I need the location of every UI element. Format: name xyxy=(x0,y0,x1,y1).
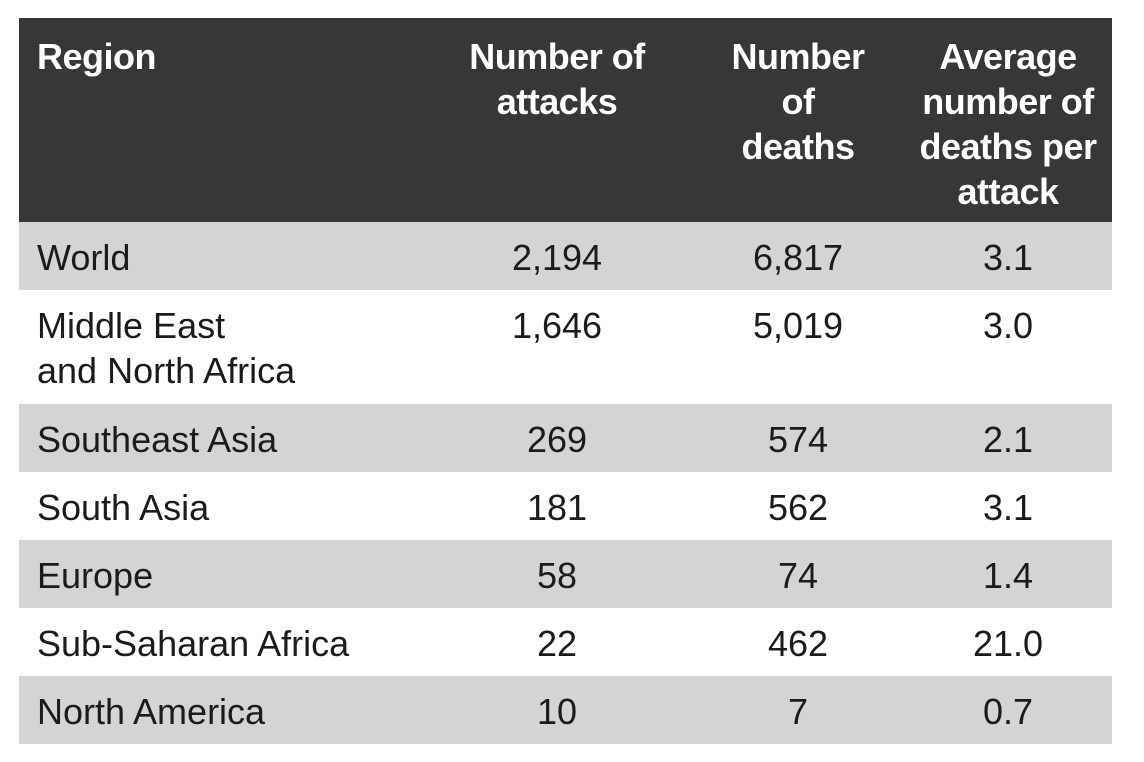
cell-region: Europe xyxy=(37,555,154,596)
cell-average: 1.4 xyxy=(982,555,1034,596)
header-region: Region xyxy=(37,36,157,77)
table-header: Region Number of attacks Number of death… xyxy=(19,18,1112,222)
cell-region: North America xyxy=(37,691,266,732)
header-row: Region Number of attacks Number of death… xyxy=(19,18,1112,222)
table-row: Sub-Saharan Africa 22 462 21.0 xyxy=(19,608,1112,676)
cell-region: Sub-Saharan Africa xyxy=(37,623,350,664)
cell-average: 3.1 xyxy=(982,237,1034,278)
cell-region: Middle East and North Africa xyxy=(37,305,296,391)
cell-average: 3.1 xyxy=(982,487,1034,528)
cell-average: 2.1 xyxy=(982,419,1034,460)
table-row: South Asia 181 562 3.1 xyxy=(19,472,1112,540)
table-row: Middle East and North Africa 1,646 5,019… xyxy=(19,290,1112,404)
cell-deaths: 74 xyxy=(777,555,819,596)
table-body: World 2,194 6,817 3.1 Middle East and No… xyxy=(19,222,1112,744)
cell-attacks: 10 xyxy=(536,691,578,732)
cell-attacks: 58 xyxy=(536,555,578,596)
cell-deaths: 7 xyxy=(787,691,809,732)
cell-attacks: 1,646 xyxy=(511,305,603,346)
cell-attacks: 2,194 xyxy=(511,237,603,278)
table-row: Southeast Asia 269 574 2.1 xyxy=(19,404,1112,472)
cell-deaths: 6,817 xyxy=(752,237,844,278)
cell-average: 0.7 xyxy=(982,691,1034,732)
cell-deaths: 574 xyxy=(767,419,829,460)
terrorism-statistics-table: Region Number of attacks Number of death… xyxy=(19,18,1112,744)
table-row: North America 10 7 0.7 xyxy=(19,676,1112,744)
header-average-deaths-per-attack: Average number of deaths per attack xyxy=(919,36,1097,212)
table-row: Europe 58 74 1.4 xyxy=(19,540,1112,608)
cell-region: South Asia xyxy=(37,487,210,528)
cell-region: World xyxy=(37,237,131,278)
cell-average: 21.0 xyxy=(972,623,1044,664)
cell-average: 3.0 xyxy=(982,305,1034,346)
cell-region: Southeast Asia xyxy=(37,419,278,460)
table-row: World 2,194 6,817 3.1 xyxy=(19,222,1112,290)
cell-attacks: 269 xyxy=(526,419,588,460)
header-number-of-attacks: Number of attacks xyxy=(469,36,645,122)
cell-attacks: 181 xyxy=(526,487,588,528)
cell-deaths: 462 xyxy=(767,623,829,664)
header-number-of-deaths: Number of deaths xyxy=(731,36,865,167)
cell-deaths: 5,019 xyxy=(752,305,844,346)
cell-deaths: 562 xyxy=(767,487,829,528)
cell-attacks: 22 xyxy=(536,623,578,664)
